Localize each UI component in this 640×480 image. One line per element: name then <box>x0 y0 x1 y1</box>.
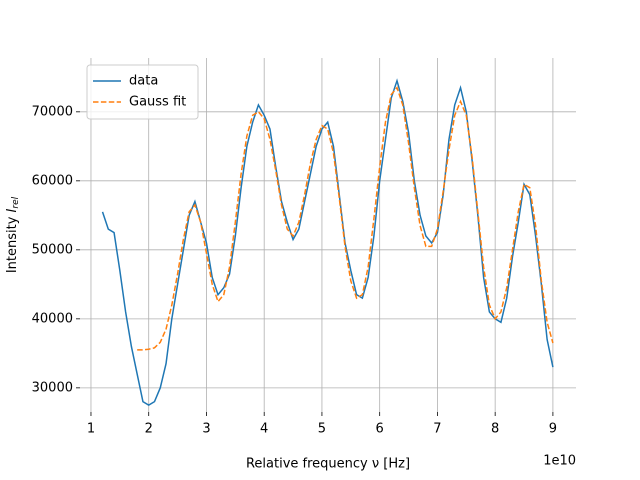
legend: data Gauss fit <box>86 64 199 120</box>
grid: 1 2 3 4 5 6 7 8 9 30000 40000 50000 60000 70000 <box>32 58 576 437</box>
y-tick-label: 30000 <box>32 380 73 395</box>
x-tick-label: 3 <box>202 422 210 437</box>
x-tick-label: 8 <box>491 422 499 437</box>
y-tick-label: 40000 <box>32 311 73 326</box>
series-line <box>137 86 554 351</box>
y-label-text: Intensity <box>5 212 20 273</box>
legend-frame <box>86 64 199 120</box>
x-tick-label: 9 <box>549 422 557 437</box>
x-tick-label: 1 <box>87 422 95 437</box>
x-tick-label: 7 <box>433 422 441 437</box>
legend-label: Gauss fit <box>129 95 186 110</box>
x-tick-label: 5 <box>318 422 326 437</box>
y-tick-label: 70000 <box>32 104 73 119</box>
y-tick-label: 60000 <box>32 173 73 188</box>
labels: Relative frequency ν [Hz] 1e10 Intensity… <box>5 196 577 471</box>
x-tick-label: 2 <box>145 422 153 437</box>
x-tick-label: 6 <box>376 422 384 437</box>
y-label-symbol: I <box>5 208 20 212</box>
legend-label: data <box>129 74 158 89</box>
y-tick-label: 50000 <box>32 242 73 257</box>
x-offset-text: 1e10 <box>543 454 576 469</box>
plot-lines <box>101 78 554 406</box>
y-label-subscript: rel <box>11 196 21 208</box>
y-axis-label: Intensity Irel <box>5 196 21 273</box>
x-axis-label: Relative frequency ν [Hz] <box>246 457 410 472</box>
series-line <box>101 78 554 406</box>
x-tick-label: 4 <box>260 422 268 437</box>
